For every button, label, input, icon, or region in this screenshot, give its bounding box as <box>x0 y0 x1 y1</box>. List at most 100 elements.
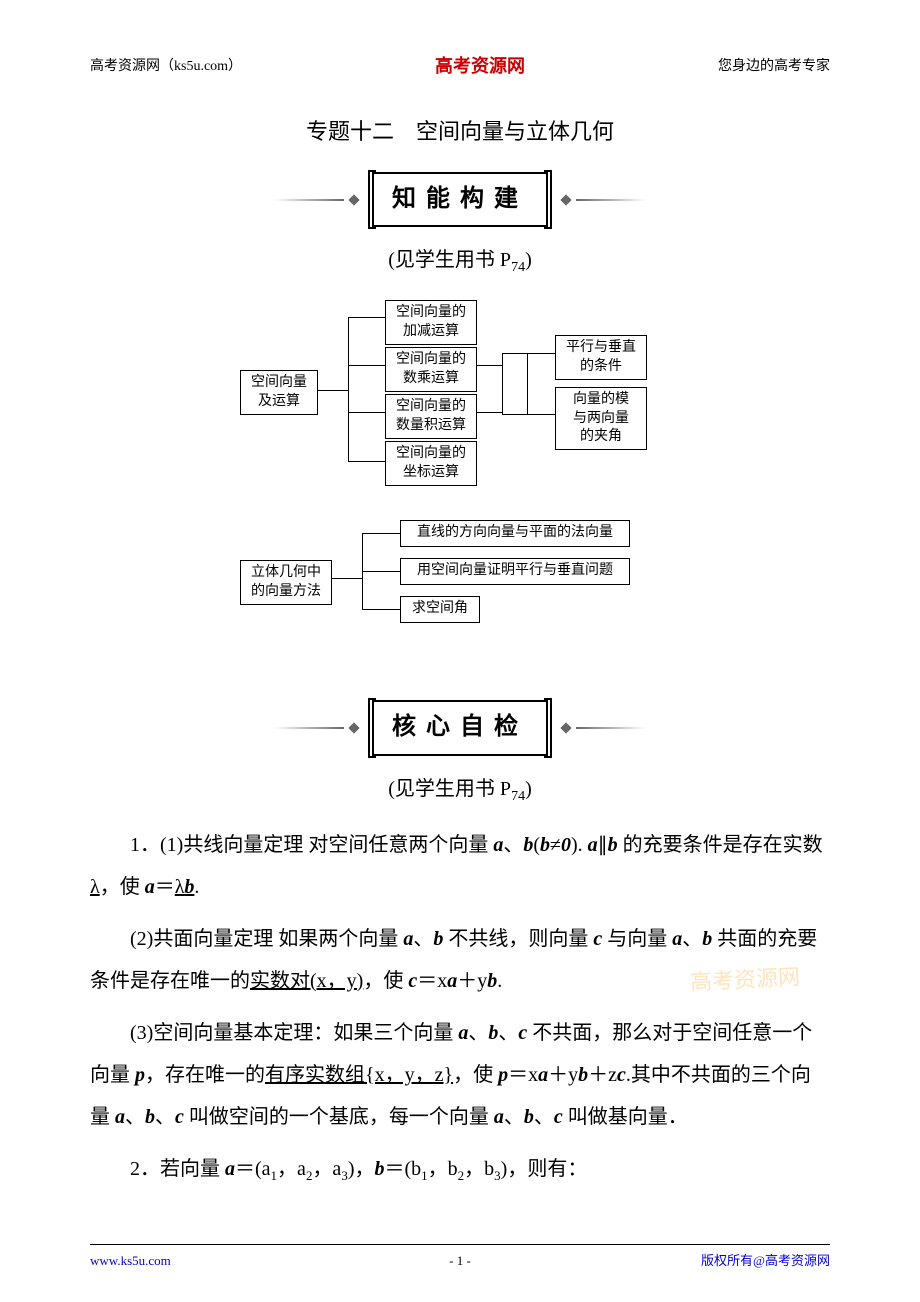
vector-b: b <box>524 1106 534 1128</box>
vector-b: b <box>433 928 443 950</box>
banner-deco-left <box>274 196 364 204</box>
text: ( <box>533 834 540 856</box>
text: 、 <box>682 928 702 950</box>
vector-c: c <box>408 970 417 992</box>
node-l2-3: 求空间角 <box>400 596 480 622</box>
node-l1-1: 空间向量的加减运算 <box>385 300 477 344</box>
see-book-ref-2: (见学生用书 P74) <box>90 771 830 809</box>
vector-a: a <box>538 1064 548 1086</box>
vector-c: c <box>617 1064 626 1086</box>
page: 高考资源网（ks5u.com） 高考资源网 您身边的高考专家 专题十二 空间向量… <box>0 0 920 1302</box>
connector <box>477 412 502 413</box>
footer-copyright: 版权所有@高考资源网 <box>701 1249 830 1272</box>
theorem-1: 1．(1)共线向量定理 对空间任意两个向量 a、b(b≠0). a∥b 的充要条… <box>90 824 830 908</box>
vector-b: b <box>608 834 618 856</box>
theorem-2: (2)共面向量定理 如果两个向量 a、b 不共线，则向量 c 与向量 a、b 共… <box>90 918 830 1002</box>
connector <box>362 609 400 610</box>
connector <box>348 365 385 366</box>
item-2: 2．若向量 a＝(a1，a2，a3)，b＝(b1，b2，b3)，则有： <box>90 1148 830 1190</box>
vector-c: c <box>554 1106 563 1128</box>
text: ＝x <box>417 970 447 992</box>
node-l2-1: 直线的方向向量与平面的法向量 <box>400 520 630 546</box>
vector-b: b <box>578 1064 588 1086</box>
vector-a: a <box>145 876 155 898</box>
text: . <box>194 876 199 898</box>
node-r1-1: 平行与垂直的条件 <box>555 335 647 379</box>
text: 、 <box>468 1022 488 1044</box>
text: 1．(1)共线向量定理 对空间任意两个向量 <box>130 834 493 856</box>
banner-deco-right <box>556 196 646 204</box>
text: )， <box>348 1158 375 1180</box>
text: ，a <box>277 1158 306 1180</box>
banner-deco-left <box>274 724 364 732</box>
see-book-prefix: (见学生用书 P <box>388 778 511 800</box>
text: (3)空间向量基本定理：如果三个向量 <box>130 1022 458 1044</box>
text: 、 <box>498 1022 518 1044</box>
vector-b: b <box>375 1158 385 1180</box>
connector <box>362 571 400 572</box>
connector <box>348 317 349 462</box>
see-book-pagenum: 74 <box>511 260 525 275</box>
vector-c: c <box>593 928 602 950</box>
vector-a: a <box>672 928 682 950</box>
banner-title: 核心自检 <box>372 700 548 755</box>
vector-b: b <box>523 834 533 856</box>
vector-b: b <box>487 970 497 992</box>
text: 、 <box>504 1106 524 1128</box>
text: ，a <box>312 1158 341 1180</box>
see-book-ref-1: (见学生用书 P74) <box>90 242 830 280</box>
node-root1: 空间向量及运算 <box>240 370 318 414</box>
text: . <box>497 970 502 992</box>
theorem-3: (3)空间向量基本定理：如果三个向量 a、b、c 不共面，那么对于空间任意一个向… <box>90 1012 830 1138</box>
text: ，使 <box>363 970 408 992</box>
connector <box>362 533 400 534</box>
text: ＝(b <box>385 1158 422 1180</box>
vector-a: a <box>588 834 598 856</box>
node-r1-2: 向量的模与两向量的夹角 <box>555 387 647 450</box>
vector-p: p <box>498 1064 508 1086</box>
text: 与向量 <box>602 928 672 950</box>
vector-a: a <box>115 1106 125 1128</box>
see-book-prefix: (见学生用书 P <box>388 249 511 271</box>
text: 、 <box>155 1106 175 1128</box>
connector <box>502 414 527 415</box>
text: 不共线，则向量 <box>443 928 593 950</box>
text: ＋y <box>548 1064 578 1086</box>
node-l2-2: 用空间向量证明平行与垂直问题 <box>400 558 630 584</box>
see-book-suffix: ) <box>525 778 532 800</box>
connector <box>348 317 385 318</box>
connector <box>527 353 555 354</box>
page-footer: www.ks5u.com - 1 - 版权所有@高考资源网 <box>90 1244 830 1272</box>
text: 2．若向量 <box>130 1158 225 1180</box>
vector-p: p <box>135 1064 145 1086</box>
text: (2)共面向量定理 如果两个向量 <box>130 928 403 950</box>
vector-a: a <box>447 970 457 992</box>
text: 、 <box>534 1106 554 1128</box>
vector-a: a <box>494 1106 504 1128</box>
vector-b: b <box>540 834 550 856</box>
vector-b: b <box>488 1022 498 1044</box>
footer-pagenum: - 1 - <box>449 1249 471 1272</box>
header-left: 高考资源网（ks5u.com） <box>90 54 242 79</box>
vector-b: b <box>702 928 712 950</box>
text: ＋y <box>457 970 487 992</box>
connector <box>527 353 528 415</box>
text: ＝(a <box>235 1158 271 1180</box>
section-banner-2: 核心自检 <box>90 700 830 755</box>
text: ，存在唯一的 <box>145 1064 265 1086</box>
connector <box>348 412 385 413</box>
text: 的充要条件是存在实数 <box>618 834 823 856</box>
vector-zero: 0 <box>561 834 571 856</box>
text: ∥ <box>598 834 608 856</box>
vector-a: a <box>458 1022 468 1044</box>
chapter-title: 专题十二 空间向量与立体几何 <box>90 112 830 152</box>
concept-diagram: 空间向量及运算 空间向量的加减运算 空间向量的数乘运算 空间向量的数量积运算 空… <box>220 295 700 675</box>
header-brand: 高考资源网 <box>435 50 525 82</box>
connector <box>318 390 348 391</box>
text: )，则有： <box>501 1158 588 1180</box>
text: ＝ <box>155 876 175 898</box>
text: 叫做基向量． <box>563 1106 688 1128</box>
text: ，使 <box>100 876 145 898</box>
text: 、 <box>413 928 433 950</box>
text: ，b <box>428 1158 458 1180</box>
